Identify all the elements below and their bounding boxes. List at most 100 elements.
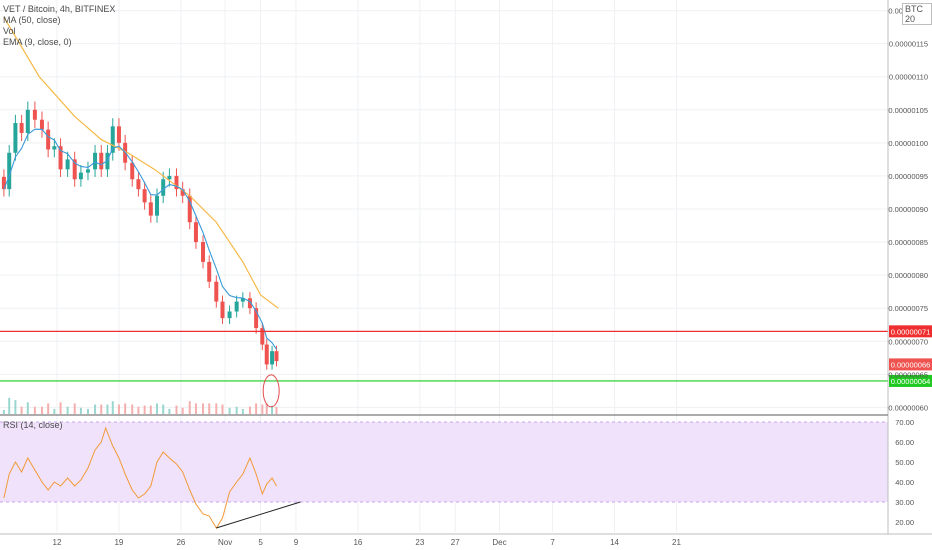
- candle-body: [99, 152, 104, 170]
- time-tick-label: Nov: [218, 538, 232, 547]
- volume-bar: [111, 401, 114, 414]
- rsi-tick-label: 20.00: [895, 518, 914, 527]
- level-price-tag: [889, 374, 932, 387]
- price-tick-label: 0.00000080: [888, 271, 928, 280]
- time-tick-label: 7: [550, 538, 555, 547]
- candle-body: [32, 109, 37, 120]
- volume-bar: [53, 408, 56, 414]
- candle-body: [148, 202, 153, 216]
- candle-body: [174, 175, 179, 190]
- time-tick-label: 16: [353, 538, 362, 547]
- volume-bar: [106, 404, 109, 414]
- price-tick-label: 0.00000075: [888, 304, 928, 313]
- volume-bar: [79, 407, 82, 414]
- volume-bar: [86, 408, 89, 414]
- volume-bar: [59, 402, 62, 414]
- volume-bar: [202, 403, 205, 414]
- price-tick-label: 0.00000095: [888, 172, 928, 181]
- volume-bar: [33, 406, 36, 414]
- volume-bar: [241, 408, 244, 414]
- candle-body: [58, 146, 63, 170]
- candle-body: [46, 129, 51, 150]
- volume-bar: [20, 406, 23, 414]
- candle-body: [234, 301, 239, 312]
- candle-body: [187, 195, 192, 223]
- candle-body: [264, 344, 269, 365]
- candle-body: [167, 175, 172, 180]
- rsi-panel: [0, 421, 888, 529]
- candle-body: [85, 169, 90, 173]
- candle-body: [193, 222, 198, 243]
- candle-body: [39, 119, 44, 130]
- rsi-legend[interactable]: RSI (14, close): [3, 420, 63, 430]
- volume-bar: [188, 401, 191, 414]
- time-tick-label: 23: [415, 538, 424, 547]
- candle-body: [13, 123, 18, 153]
- volume-bar: [143, 405, 146, 414]
- candle-body: [19, 123, 24, 133]
- currency-code: BTC: [905, 4, 923, 14]
- volume-bar: [261, 404, 264, 414]
- candle-body: [130, 162, 135, 180]
- rsi-tick-label: 70.00: [895, 418, 914, 427]
- volume-bar: [181, 407, 184, 414]
- price-tick-label: 0.00000115: [889, 40, 928, 49]
- candle-body: [240, 298, 245, 302]
- symbol-title[interactable]: VET / Bitcoin, 4h, BITFINEX: [3, 4, 116, 14]
- price-tick-label: 0.00000090: [888, 205, 928, 214]
- volume-bar: [271, 405, 274, 414]
- indicator-vol[interactable]: Vol: [3, 26, 16, 36]
- time-tick-label: 9: [294, 538, 299, 547]
- currency-badge[interactable]: BTC 20: [902, 3, 932, 25]
- volume-bar: [73, 403, 76, 414]
- volume-bar: [94, 404, 97, 414]
- volume-bar: [156, 403, 159, 414]
- ema-9-path: [3, 128, 277, 350]
- candle-body: [78, 172, 83, 180]
- horizontal-levels[interactable]: 0.00000071 0.00000064 0.00000066: [0, 325, 932, 408]
- rsi-band: [0, 422, 888, 502]
- candle-body: [207, 261, 212, 282]
- volume-bar: [175, 405, 178, 414]
- rsi-trendline: [216, 501, 301, 529]
- volume-bar: [40, 406, 43, 414]
- volume-bar: [131, 404, 134, 414]
- price-tick-label: 0.00000100: [888, 139, 928, 148]
- rsi-tick-label: 60.00: [895, 438, 914, 447]
- volume-bar: [100, 404, 103, 414]
- price-tick-label: 0.00000060: [888, 403, 928, 412]
- volume-bar: [275, 406, 278, 414]
- candle-body: [116, 126, 121, 143]
- volume-bar: [248, 406, 251, 414]
- price-tick-label: 0.00000065: [888, 370, 928, 379]
- candle-body: [220, 301, 225, 319]
- price-tick-label: 0.00000070: [888, 337, 928, 346]
- volume-bar: [2, 410, 5, 414]
- ma-50-path: [3, 16, 279, 309]
- indicator-ema[interactable]: EMA (9, close, 0): [3, 37, 72, 47]
- last-price-tag: [889, 358, 932, 371]
- volume-bar: [194, 403, 197, 414]
- highlight-ellipse: [262, 374, 280, 408]
- price-tick-label: 0.00000105: [888, 106, 928, 115]
- time-tick-label: Dec: [492, 538, 506, 547]
- level-price-label: 0.00000064: [891, 377, 931, 386]
- rsi-line: [3, 426, 277, 529]
- volume-bar: [228, 407, 231, 414]
- candle-body: [142, 189, 147, 203]
- volume-bar: [26, 402, 29, 414]
- currency-number: 20: [905, 14, 916, 24]
- candle-body: [201, 242, 206, 262]
- price-tick-label: 0.00000110: [889, 73, 928, 82]
- volume-bar: [14, 400, 17, 414]
- chart-legend: VET / Bitcoin, 4h, BITFINEX MA (50, clos…: [3, 4, 115, 48]
- rsi-tick-label: 50.00: [895, 458, 914, 467]
- indicator-ma[interactable]: MA (50, close): [3, 15, 61, 25]
- price-tick-label: 0.00000085: [888, 238, 928, 247]
- candle-body: [7, 152, 12, 190]
- candle-body: [214, 281, 219, 302]
- candle-body: [254, 308, 259, 329]
- candle-body: [227, 311, 232, 319]
